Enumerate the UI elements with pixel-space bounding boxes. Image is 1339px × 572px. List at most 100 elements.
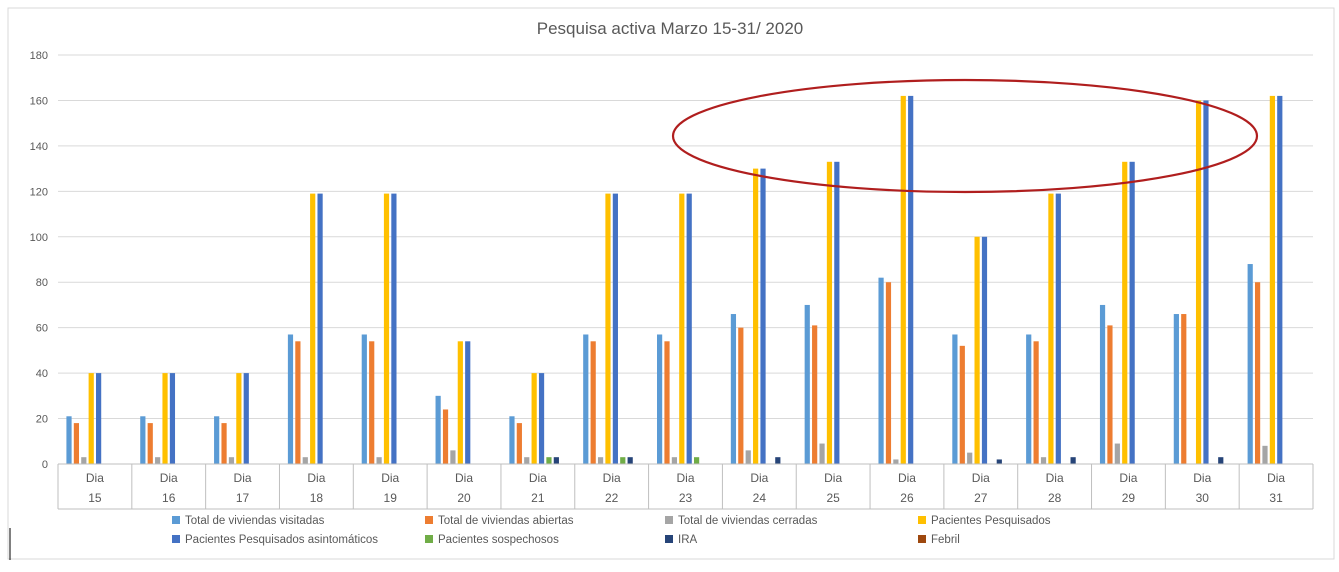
bar <box>908 95 914 465</box>
bar <box>140 416 146 464</box>
y-tick-label: 20 <box>36 414 48 426</box>
x-tick-label-bottom: 21 <box>531 491 545 505</box>
bar <box>745 450 751 464</box>
x-tick-label-bottom: 18 <box>310 491 324 505</box>
legend-label: IRA <box>678 534 698 546</box>
bar <box>730 314 737 464</box>
x-tick-label-top: Dia <box>1267 471 1285 485</box>
highlight-ellipse <box>671 78 1259 194</box>
legend-swatch <box>172 516 180 524</box>
bar <box>664 341 670 464</box>
bar <box>516 423 522 464</box>
x-tick-label-bottom: 29 <box>1122 491 1136 505</box>
x-tick-label-bottom: 22 <box>605 491 619 505</box>
bar <box>1218 457 1224 464</box>
legend-swatch <box>665 535 673 543</box>
bar <box>243 373 249 464</box>
bar <box>878 277 884 464</box>
bar <box>597 457 604 464</box>
x-tick-label-bottom: 31 <box>1269 491 1283 505</box>
x-tick-label-bottom: 15 <box>88 491 102 505</box>
x-tick-label-bottom: 20 <box>457 491 471 505</box>
bar <box>1195 100 1202 464</box>
y-tick-label: 60 <box>36 323 48 335</box>
x-tick-label-bottom: 17 <box>236 491 250 505</box>
legend-swatch <box>918 535 926 543</box>
bar <box>1070 457 1076 464</box>
bar <box>450 450 456 464</box>
bar <box>1203 100 1209 464</box>
bar <box>376 457 382 464</box>
bar <box>819 443 825 464</box>
bar <box>88 373 94 464</box>
legend-swatch <box>425 535 433 543</box>
legend-label: Total de viviendas visitadas <box>185 515 325 527</box>
bar <box>442 409 449 464</box>
x-tick-label-top: Dia <box>750 471 768 485</box>
chart-title: Pesquisa activa Marzo 15-31/ 2020 <box>537 19 804 38</box>
x-tick-label-top: Dia <box>824 471 842 485</box>
bar <box>1129 161 1135 465</box>
bar <box>524 457 530 464</box>
bar <box>295 341 301 464</box>
x-tick-label-top: Dia <box>972 471 990 485</box>
y-tick-label: 80 <box>36 277 48 289</box>
legend-swatch <box>172 535 180 543</box>
bar <box>553 457 559 464</box>
x-tick-label-top: Dia <box>307 471 325 485</box>
bar <box>1033 341 1039 464</box>
bar <box>1173 314 1179 464</box>
bar <box>1247 264 1253 464</box>
x-tick-label-top: Dia <box>160 471 178 485</box>
bar <box>96 373 102 464</box>
bar <box>73 423 80 464</box>
x-tick-label-top: Dia <box>381 471 399 485</box>
bar <box>66 416 72 464</box>
bar <box>162 373 168 464</box>
x-tick-label-top: Dia <box>1193 471 1211 485</box>
y-tick-label: 40 <box>36 368 48 380</box>
legend-swatch <box>918 516 926 524</box>
bar <box>753 168 759 464</box>
x-tick-label-bottom: 19 <box>384 491 398 505</box>
bar <box>538 373 545 464</box>
bar <box>302 457 308 464</box>
x-tick-label-bottom: 16 <box>162 491 176 505</box>
x-axis: Dia 15 Dia 16 Dia 17 Dia 18 Dia 19 Dia 20 Dia 21 Dia 22… <box>57 463 1314 510</box>
bar <box>214 416 220 464</box>
bar <box>1026 334 1032 464</box>
bar <box>369 341 375 464</box>
legend-swatch <box>665 516 673 524</box>
x-tick-label-top: Dia <box>86 471 104 485</box>
bar <box>383 193 390 464</box>
legend-label: Total de viviendas cerradas <box>678 515 818 527</box>
bar <box>885 282 892 464</box>
chart-border <box>7 7 1335 560</box>
bar <box>1107 325 1113 464</box>
bar <box>155 457 161 464</box>
bar <box>657 334 663 464</box>
y-tick-label: 160 <box>30 95 48 107</box>
bar <box>228 457 235 464</box>
bar <box>671 457 677 464</box>
bar <box>509 416 515 464</box>
bar <box>1262 445 1268 464</box>
y-tick-label: 180 <box>30 50 48 62</box>
bar <box>169 373 176 464</box>
x-tick-label-top: Dia <box>455 471 473 485</box>
y-tick-label: 100 <box>30 232 48 244</box>
bar <box>952 334 958 464</box>
bar <box>826 161 833 465</box>
bar <box>583 334 589 464</box>
bars <box>66 95 1283 465</box>
y-tick-label: 120 <box>30 186 48 198</box>
legend-label: Pacientes Pesquisados asintomáticos <box>185 534 378 546</box>
bar <box>605 193 611 464</box>
bar <box>686 193 692 464</box>
bar <box>627 457 633 464</box>
bar <box>221 423 227 464</box>
bar <box>81 457 87 464</box>
bar <box>1269 95 1275 465</box>
bar <box>679 193 685 464</box>
